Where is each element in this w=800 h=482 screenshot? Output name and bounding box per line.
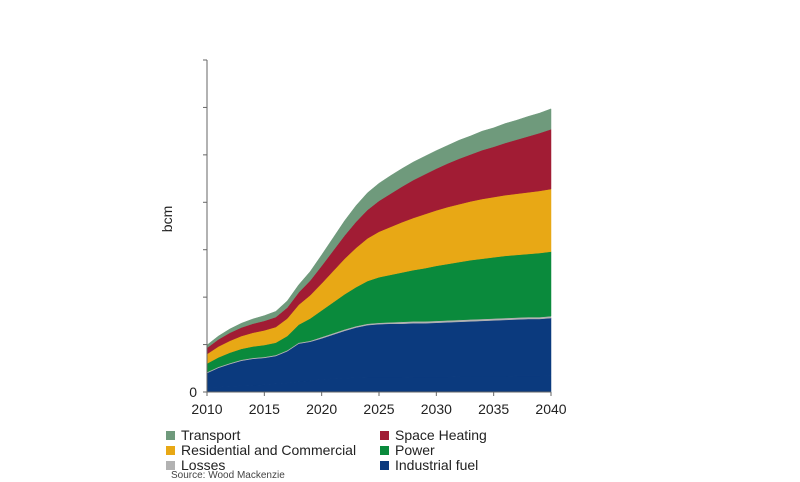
plot-areas xyxy=(206,108,552,393)
x-tick-label: 2035 xyxy=(478,401,509,417)
legend-swatch-power xyxy=(380,445,389,455)
legend-label: Power xyxy=(395,442,435,458)
legend-item-industrial-fuel: Industrial fuel xyxy=(380,457,478,473)
source-note: Source: Wood Mackenzie xyxy=(171,470,285,481)
legend-swatch-transport xyxy=(166,430,175,440)
x-tick-label: 2020 xyxy=(306,401,337,417)
legend-label: Residential and Commercial xyxy=(181,442,357,458)
legend-item-space-heating: Space Heating xyxy=(380,427,487,443)
legend-item-transport: Transport xyxy=(166,427,240,443)
x-tick-label: 2010 xyxy=(191,401,222,417)
legend-swatch-space-heating xyxy=(380,430,389,440)
legend-swatch-industrial-fuel xyxy=(380,460,389,470)
legend-swatch-losses xyxy=(166,460,175,470)
x-tick-label: 2025 xyxy=(363,401,394,417)
x-tick-label: 2015 xyxy=(249,401,280,417)
area-transport-6 xyxy=(206,108,552,349)
legend-label: Industrial fuel xyxy=(395,457,479,473)
legend-label: Transport xyxy=(181,427,241,443)
y-tick-label: 0 xyxy=(189,384,197,400)
legend-item-residential-commercial: Residential and Commercial xyxy=(166,442,356,458)
x-tick-label: 2040 xyxy=(535,401,566,417)
x-tick-label: 2030 xyxy=(421,401,452,417)
legend-swatch-residential-commercial xyxy=(166,445,175,455)
legend-item-losses: Losses xyxy=(166,457,225,473)
legend-label: Space Heating xyxy=(395,427,487,443)
legend-item-power: Power xyxy=(380,442,435,458)
y-axis-label: bcm xyxy=(159,206,175,232)
legend-label: Losses xyxy=(181,457,226,473)
